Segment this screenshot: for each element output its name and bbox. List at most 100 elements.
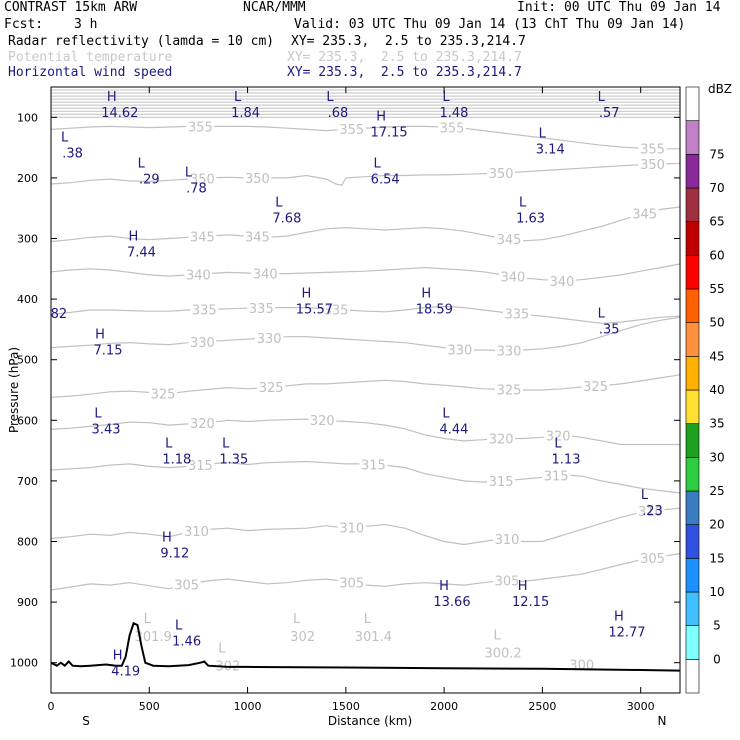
- wind-extremum-marker: H: [376, 109, 386, 124]
- theta-label-bg: [494, 382, 523, 397]
- theta-contour-310: [50, 507, 681, 546]
- theta-label: 345: [632, 207, 657, 222]
- theta-label: 350: [640, 158, 665, 173]
- theta-label-bg: [188, 229, 217, 244]
- theta-label-bg: [188, 171, 217, 186]
- theta-label-bg: [487, 431, 516, 446]
- x-tick-label: 2000: [430, 700, 458, 713]
- wind-extremum-marker: H: [302, 286, 312, 301]
- wind-extremum-value: 7.44: [127, 245, 156, 260]
- theta-contour-330: [50, 316, 681, 352]
- theta-label-bg: [548, 273, 577, 288]
- wind-extremum-value: 13.66: [433, 595, 470, 610]
- wind-extremum-marker: L: [94, 406, 102, 421]
- theta-label: 325: [497, 384, 522, 399]
- colorbar-segment: [685, 457, 700, 492]
- theta-label-bg: [638, 550, 667, 565]
- theta-label: 320: [310, 414, 335, 429]
- theta-label-bg: [322, 302, 351, 317]
- terrain-line: [50, 621, 681, 672]
- x-tick-label: 500: [139, 700, 160, 713]
- axes: 100 200 300 400 500 600 700 800 900 1000 0 500 1000 1…: [10, 87, 680, 713]
- theta-label: 340: [253, 268, 278, 283]
- theta-label-bg: [638, 157, 667, 172]
- theta-extremum-value: 300: [569, 659, 594, 674]
- theta-label-bg: [630, 206, 659, 221]
- theta-contour-345: [50, 206, 681, 243]
- theta-extremum-value: 301.9: [135, 630, 172, 645]
- wind-extremum-value: .29: [139, 173, 160, 188]
- wind-extremum-marker: H: [95, 328, 105, 343]
- theta-label: 330: [447, 344, 472, 359]
- colorbar-segment: [685, 221, 700, 256]
- org-label: NCAR/MMM: [243, 0, 306, 15]
- x-tick-label: 3000: [627, 700, 655, 713]
- colorbar-segment: [685, 322, 700, 357]
- colorbar-segment: [685, 558, 700, 593]
- theta-label: 335: [192, 304, 217, 319]
- wind-extremum-marker: L: [442, 406, 450, 421]
- wind-extremum-value: 4.19: [111, 665, 140, 680]
- wind-extremum-marker: L: [185, 166, 193, 181]
- colorbar-label: 50: [709, 316, 724, 330]
- theta-label: 350: [190, 172, 215, 187]
- colorbar-label: 20: [709, 518, 724, 532]
- theta-label-bg: [502, 306, 531, 321]
- colorbar-segment: [685, 524, 700, 559]
- theta-label-bg: [337, 520, 366, 535]
- theta-label: 335: [324, 303, 349, 318]
- theta-label: 325: [583, 380, 608, 395]
- colorbar-segment: [685, 423, 700, 458]
- theta-label: 345: [497, 233, 522, 248]
- wind-extremum-value: .35: [599, 322, 620, 337]
- theta-label: 305: [339, 577, 364, 592]
- colorbar-label: 35: [709, 417, 724, 431]
- theta-extremum-marker: L: [364, 612, 372, 627]
- colorbar-label: 55: [709, 282, 724, 296]
- theta-label-bg: [243, 229, 272, 244]
- theta-label-bg: [186, 119, 215, 134]
- wind-extremum-marker: L: [598, 306, 606, 321]
- fcst-value: 3 h: [74, 17, 98, 32]
- theta-label: 310: [339, 522, 364, 537]
- field-2-xy: XY= 235.3, 2.5 to 235.3,214.7: [287, 50, 522, 65]
- colorbar-label: 60: [709, 248, 724, 262]
- y-tick-label: 400: [17, 293, 38, 306]
- theta-extremum-marker: L: [218, 642, 226, 657]
- theta-label: 330: [497, 344, 522, 359]
- y-tick-label: 800: [17, 536, 38, 549]
- theta-label-bg: [445, 342, 474, 357]
- theta-label-bg: [257, 380, 286, 395]
- theta-label: 355: [640, 143, 665, 158]
- wind-extremum-value: 17.15: [370, 125, 407, 140]
- fcst-label: Fcst:: [4, 17, 44, 32]
- x-tick-label: 1500: [332, 700, 360, 713]
- theta-contour-320: [50, 418, 680, 446]
- colorbar-segment: [685, 625, 700, 660]
- theta-label: 350: [489, 167, 514, 182]
- theta-label: 330: [190, 336, 215, 351]
- y-tick-label: 500: [17, 354, 38, 367]
- x-tick-label: 2500: [528, 700, 556, 713]
- wind-extremum-value: 15.57: [296, 302, 333, 317]
- field-1-name: Radar reflectivity (lamda = 10 cm): [8, 34, 275, 49]
- wind-extremum-marker: L: [598, 90, 606, 105]
- theta-label: 315: [489, 475, 514, 490]
- wind-extremum-marker: H: [439, 579, 449, 594]
- south-label: S: [82, 714, 90, 728]
- colorbar-segment: [685, 591, 700, 626]
- theta-label: 340: [186, 268, 211, 283]
- theta-label-bg: [172, 577, 201, 592]
- colorbar-label: 40: [709, 383, 724, 397]
- theta-label: 305: [495, 575, 520, 590]
- theta-label-bg: [149, 386, 178, 401]
- wind-extremum-value: 12.15: [512, 595, 549, 610]
- theta-contour-340: [50, 263, 681, 282]
- colorbar-segment: [685, 356, 700, 391]
- theta-extremum-value: 300.2: [484, 646, 521, 661]
- field-2-name: Potential temperature: [8, 50, 173, 65]
- colorbar: 0 5 10 15 20 25 30 35 40 45 50 55 60 65 70 75: [685, 86, 725, 694]
- wind-extremum-value: .57: [599, 106, 620, 121]
- wind-extremum-marker: L: [641, 488, 649, 503]
